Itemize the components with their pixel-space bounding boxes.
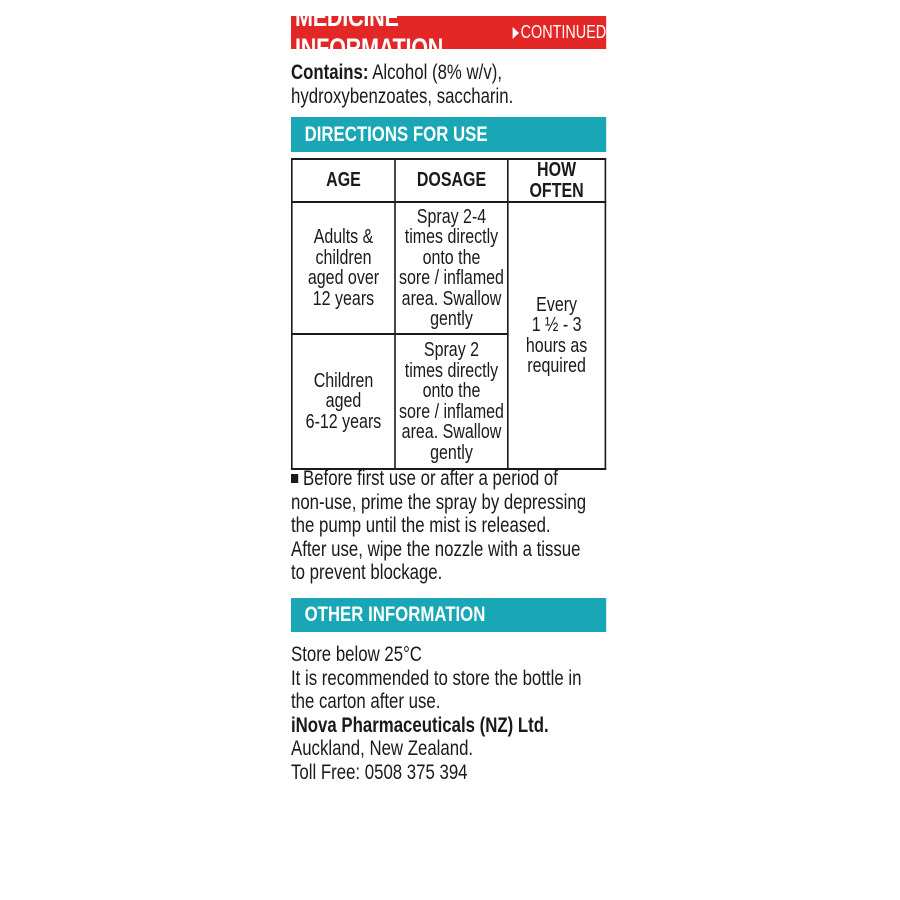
cell-line: onto the <box>422 246 481 269</box>
company-address: Auckland, New Zealand. <box>291 737 474 760</box>
table-row: Children aged 6-12 years Spray 2 times d… <box>290 333 606 470</box>
cell-line: 6-12 years <box>305 410 382 433</box>
info-line: It is recommended to store the bottle in <box>291 666 582 690</box>
company-name: iNova Pharmaceuticals (NZ) Ltd. <box>291 713 549 737</box>
how-often-cell: Every 1 ½ - 3 hours as required <box>507 201 607 470</box>
cell-line: area. Swallow <box>401 287 502 310</box>
cell-line: aged <box>325 390 362 413</box>
medicine-information-banner: MEDICINE INFORMATION CONTINUED <box>291 2 607 63</box>
note-line: Before first use or after a period of <box>303 467 558 490</box>
cell-line: Spray 2 <box>423 339 480 361</box>
cell-line: children <box>315 246 372 269</box>
header-age: AGE <box>290 158 396 203</box>
header-dosage: DOSAGE <box>394 158 509 203</box>
continued-tag: CONTINUED <box>512 22 607 43</box>
table-row: Adults & children aged over 12 years Spr… <box>290 201 607 470</box>
medicine-label: MEDICINE INFORMATION CONTINUED Contains:… <box>290 0 607 900</box>
toll-free-number: Toll Free: 0508 375 394 <box>291 760 468 784</box>
cell-line: Children <box>313 369 374 392</box>
cell-line: area. Swallow <box>401 421 502 443</box>
note-line: to prevent blockage. <box>291 561 443 584</box>
cell-line: required <box>527 355 586 377</box>
table-header-row: AGE DOSAGE HOW OFTEN <box>290 158 607 203</box>
priming-note: Before first use or after a period of no… <box>291 467 586 585</box>
contains-label: Contains: <box>291 61 369 84</box>
directions-title: DIRECTIONS FOR USE <box>304 122 488 146</box>
cell-line: aged over <box>307 267 380 289</box>
note-line: After use, wipe the nozzle with a tissue <box>291 537 581 561</box>
cell-line: Spray 2-4 <box>416 205 487 228</box>
banner-title: MEDICINE INFORMATION <box>295 1 444 63</box>
dosage-cell: Spray 2-4 times directly onto the sore /… <box>394 201 509 335</box>
contains-line: Alcohol (8% w/v), <box>372 61 502 84</box>
cell-line: gently <box>430 308 473 330</box>
note-line: non-use, prime the spray by depressing <box>291 490 587 514</box>
triangle-right-icon <box>512 26 519 39</box>
info-line: the carton after use. <box>291 690 441 713</box>
dosage-cell: Spray 2 times directly onto the sore / i… <box>394 333 509 470</box>
continued-text: CONTINUED <box>520 22 607 42</box>
age-cell: Children aged 6-12 years <box>290 333 396 470</box>
dosage-table: AGE DOSAGE HOW OFTEN Adults & children a… <box>290 158 607 470</box>
other-title: OTHER INFORMATION <box>304 603 486 626</box>
info-line: Store below 25°C <box>291 643 422 666</box>
cell-line: 12 years <box>312 287 375 310</box>
age-cell: Adults & children aged over 12 years <box>290 201 396 335</box>
cell-line: Every <box>536 293 578 316</box>
directions-heading: DIRECTIONS FOR USE <box>291 117 607 152</box>
cell-line: gently <box>430 441 473 464</box>
other-information: Store below 25°C It is recommended to st… <box>291 643 581 784</box>
cell-line: hours as <box>525 334 588 357</box>
note-line: the pump until the mist is released. <box>291 514 551 537</box>
header-how-often: HOW OFTEN <box>507 158 607 203</box>
other-information-heading: OTHER INFORMATION <box>291 598 607 632</box>
cell-line: times directly <box>404 226 499 248</box>
cell-line: 1 ½ - 3 <box>531 314 582 336</box>
cell-line: sore / inflamed <box>399 267 504 289</box>
cell-line: onto the <box>422 380 481 402</box>
cell-line: times directly <box>404 359 499 382</box>
bullet-square-icon <box>291 474 299 483</box>
contains-line: hydroxybenzoates, saccharin. <box>291 84 514 108</box>
cell-line: sore / inflamed <box>399 400 504 423</box>
contains-section: Contains: Alcohol (8% w/v), hydroxybenzo… <box>291 61 513 108</box>
cell-line: Adults & <box>313 226 374 248</box>
